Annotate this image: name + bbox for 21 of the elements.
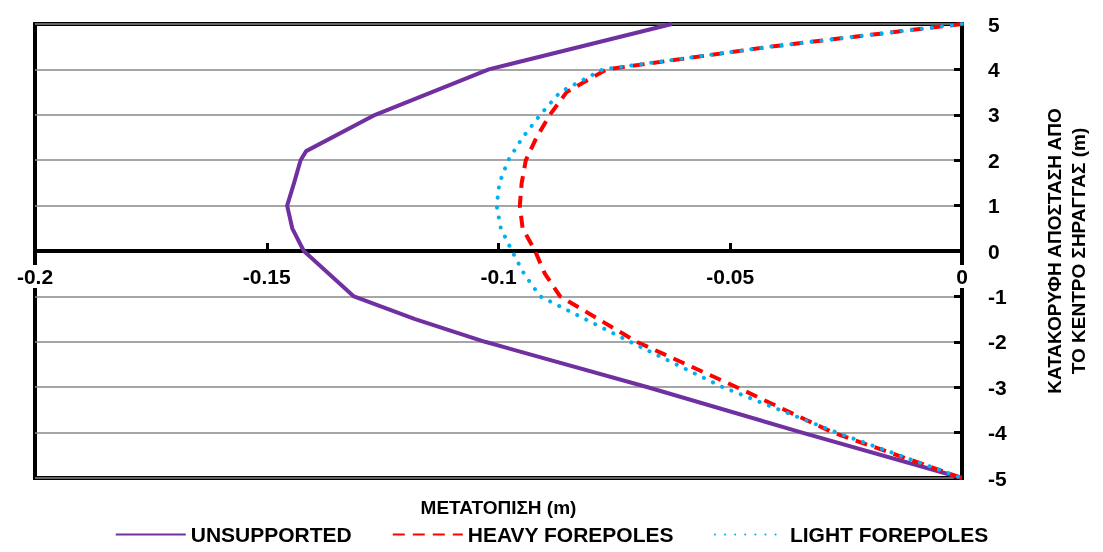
y-tick-label: 0 xyxy=(988,239,1000,263)
x-tick-label: -0.05 xyxy=(706,265,755,288)
y-tick-label: 2 xyxy=(988,148,1000,172)
x-axis-title: ΜΕΤΑΤΟΠΙΣΗ (m) xyxy=(420,497,577,518)
legend-label: HEAVY FOREPOLES xyxy=(467,523,674,546)
y-tick-label: 3 xyxy=(988,103,1000,127)
y-tick-label: 4 xyxy=(988,57,1000,81)
y-tick-label: -2 xyxy=(988,330,1007,354)
x-tick-label: -0.1 xyxy=(480,265,517,288)
x-tick-label: 0 xyxy=(956,265,968,288)
y-tick-label: -3 xyxy=(988,375,1007,399)
legend-label: LIGHT FOREPOLES xyxy=(789,523,989,546)
x-tick-label: -0.2 xyxy=(16,265,54,288)
x-tick-label: -0.15 xyxy=(242,265,291,288)
legend-label: UNSUPPORTED xyxy=(190,523,352,546)
y-axis-title: ΚΑΤΑΚΟΡΥΦΗ ΑΠΟΣΤΑΣΗ ΑΠΟ ΤΟ ΚΕΝΤΡΟ ΣΗΡΑΓΓΑΣ (m) xyxy=(1043,108,1089,394)
y-tick-label: -4 xyxy=(988,421,1007,445)
y-tick-label: -1 xyxy=(988,284,1007,308)
y-tick-label: -5 xyxy=(988,466,1007,490)
y-tick-label: 1 xyxy=(988,194,1000,218)
y-tick-label: 5 xyxy=(988,12,1000,36)
